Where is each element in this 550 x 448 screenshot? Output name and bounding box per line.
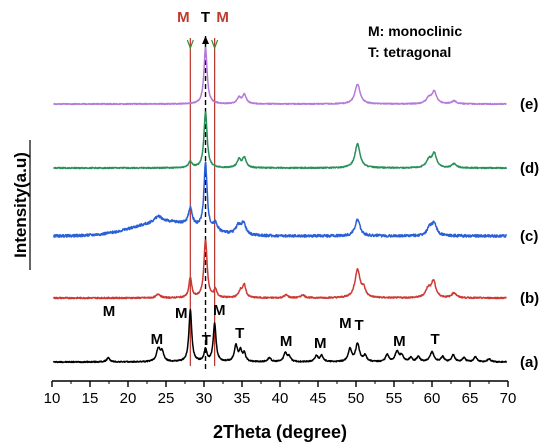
peak-annotation-m-5: M [213, 302, 226, 319]
peak-annotation-m-3: M [175, 305, 188, 322]
x-tick-label-65: 65 [462, 390, 479, 407]
series-tags: (a) (b) (c) (d) (e) [520, 96, 539, 371]
series-label-b: (b) [520, 290, 539, 307]
peak-annotation-m-8: M [314, 335, 327, 352]
series-label-d: (d) [520, 160, 539, 177]
legend-entry-tetragonal: T: tetragonal [368, 44, 451, 60]
top-label-t-2: T [201, 9, 210, 26]
x-tick-label-35: 35 [234, 390, 251, 407]
series-line-e [52, 46, 507, 106]
series-layer [52, 46, 508, 364]
dashed-line-arrow [202, 36, 210, 44]
x-tick-label-50: 50 [348, 390, 365, 407]
series-line-b [52, 239, 507, 300]
x-tick-label-55: 55 [386, 390, 403, 407]
series-label-c: (c) [520, 228, 538, 245]
legend-entry-monoclinic: M: monoclinic [368, 23, 462, 39]
x-tick-label-70: 70 [500, 390, 517, 407]
x-tick-label-15: 15 [82, 390, 99, 407]
peak-annotation-m-1: M [103, 303, 116, 320]
top-label-m-1: M [177, 9, 190, 26]
x-axis: 10 15 20 25 30 35 40 45 50 55 60 65 70 2Theta (degree… [44, 380, 517, 442]
series-label-a: (a) [520, 354, 538, 371]
y-axis-label: Intensity(a.u) [11, 152, 30, 258]
peak-annotation-t-4: T [202, 332, 211, 349]
peak-annotation-t-10: T [354, 317, 363, 334]
x-tick-label-45: 45 [310, 390, 327, 407]
x-axis-label: 2Theta (degree) [213, 422, 347, 442]
top-label-m-3: M [216, 9, 229, 26]
x-tick-label-60: 60 [424, 390, 441, 407]
x-tick-label-10: 10 [44, 390, 61, 407]
peak-annotation-m-2: M [151, 331, 164, 348]
y-axis: Intensity(a.u) [11, 140, 31, 270]
x-tick-label-30: 30 [196, 390, 213, 407]
peak-annotation-t-6: T [235, 325, 244, 342]
legend: M: monoclinic T: tetragonal [368, 23, 462, 60]
series-line-a [52, 308, 508, 364]
series-label-e: (e) [520, 96, 538, 113]
reference-arrow-2 [211, 39, 219, 50]
peak-annotation-m-11: M [393, 333, 406, 350]
peak-annotation-m-7: M [280, 333, 293, 350]
x-tick-label-20: 20 [120, 390, 137, 407]
series-line-c [53, 161, 508, 238]
x-tick-label-25: 25 [158, 390, 175, 407]
series-line-d [53, 111, 508, 170]
peak-annotation-t-12: T [430, 331, 439, 348]
peak-annotation-m-9: M [339, 315, 352, 332]
x-tick-label-40: 40 [272, 390, 289, 407]
reference-arrow-1 [186, 39, 194, 50]
